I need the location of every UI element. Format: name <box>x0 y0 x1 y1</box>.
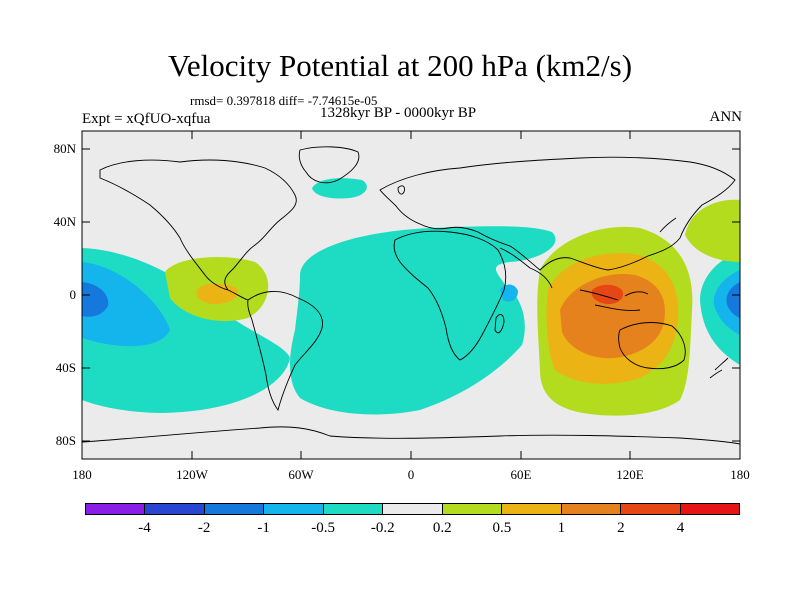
colorbar-segment <box>561 504 622 514</box>
colorbar-label: -0.2 <box>370 520 395 536</box>
y-tick-80s: 80S <box>55 433 76 448</box>
coast-madagascar <box>494 314 505 334</box>
x-tick-180-left: 180 <box>72 467 92 482</box>
y-tick-80n: 80N <box>53 141 76 156</box>
coast-japan <box>659 217 677 233</box>
coast-africa <box>393 230 507 361</box>
x-tick-120e: 120E <box>616 467 644 482</box>
map-title: Velocity Potential at 200 hPa (km2/s) <box>167 48 633 83</box>
colorbar-label: -4 <box>138 520 151 536</box>
colorbar-label: 2 <box>617 520 625 536</box>
colorbar-label: -1 <box>257 520 270 536</box>
x-tick-180-right: 180 <box>730 467 750 482</box>
colorbar-segment <box>383 504 443 514</box>
colorbar-label: -2 <box>197 520 211 536</box>
colorbar-segment <box>680 504 739 514</box>
coast-indonesia <box>579 289 649 311</box>
y-tick-40n: 40N <box>53 214 76 229</box>
contour-eastpacific-pos05 <box>196 283 239 305</box>
contour-pacific-east-neg1 <box>82 282 109 317</box>
coast-central-america <box>227 289 249 301</box>
coast-greenland <box>298 146 360 184</box>
x-tick-60e: 60E <box>510 467 532 482</box>
colorbar-segment <box>621 504 681 514</box>
coast-australia <box>618 322 686 370</box>
coast-eurasia <box>379 156 736 271</box>
colorbar-segment <box>264 504 324 514</box>
colorbar-label: 4 <box>676 520 685 536</box>
period-label: 1328kyr BP - 0000kyr BP <box>320 105 477 121</box>
contour-atlantic-neg02 <box>290 226 556 415</box>
coast-antarctica <box>82 426 740 445</box>
y-tick-0: 0 <box>69 287 77 302</box>
colorbar-label: 1 <box>557 520 566 536</box>
contour-pacific-east-neg05 <box>82 262 170 347</box>
season-label: ANN <box>709 109 743 125</box>
tick-marks <box>81 131 741 459</box>
colorbar-segment <box>323 504 384 514</box>
coast-new-zealand <box>709 357 729 379</box>
coast-south-america <box>247 291 323 412</box>
colorbar-label: -0.5 <box>311 520 336 536</box>
colorbar-label: 0.2 <box>432 520 452 536</box>
contour-warmpool-pos1 <box>560 274 665 359</box>
x-tick-60w: 60W <box>288 467 314 482</box>
contour-fills <box>82 178 740 416</box>
colorbar-segment <box>502 504 562 514</box>
colorbar-segment <box>204 504 265 514</box>
colorbar-segment <box>86 504 146 514</box>
contour-pacific-west-neg1 <box>726 282 740 318</box>
colorbar-label: 0.5 <box>492 520 512 536</box>
coast-uk <box>397 185 405 195</box>
experiment-label: Expt = xQfUO-xqfua <box>82 111 211 127</box>
coast-arabia-india <box>499 247 553 289</box>
coastlines <box>82 146 740 445</box>
contour-nwpacific-pos02 <box>685 199 740 262</box>
stats-text: rmsd= 0.397818 diff= -7.74615e-05 <box>190 93 378 108</box>
y-tick-40s: 40S <box>55 360 76 375</box>
colorbar-segment <box>442 504 503 514</box>
colorbar-segment <box>145 504 205 514</box>
colorbar <box>85 503 740 515</box>
coast-north-america <box>99 159 297 291</box>
x-tick-0: 0 <box>407 467 415 482</box>
x-tick-120w: 120W <box>176 467 208 482</box>
